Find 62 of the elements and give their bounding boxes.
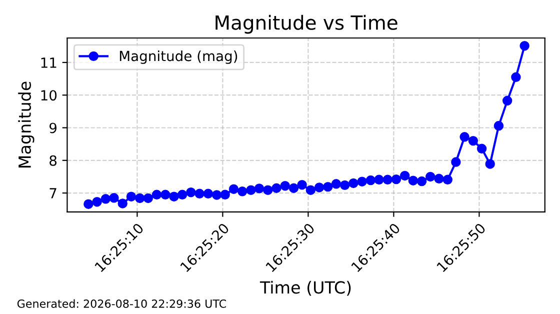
point (297, 180, 307, 190)
point (366, 175, 376, 186)
point (203, 188, 214, 199)
point (186, 188, 196, 198)
point (382, 174, 392, 184)
point (331, 179, 342, 189)
y-axis-title: Magnitude (18, 82, 34, 168)
point (426, 172, 436, 182)
point (511, 72, 521, 82)
point (92, 196, 102, 207)
point (134, 193, 145, 204)
point (468, 136, 478, 146)
point (442, 174, 452, 184)
point (400, 170, 410, 181)
y-tick-label: 7 (50, 188, 56, 198)
y-tick-label: 8 (50, 155, 57, 166)
chart-title: Magnitude vs Time (216, 14, 398, 34)
point (476, 144, 487, 154)
point (485, 159, 495, 169)
point (100, 194, 111, 204)
point (323, 182, 333, 192)
text: Generated: 2026-08-10 22:29:36 UTC (17, 299, 226, 308)
point (280, 180, 290, 191)
point (152, 190, 162, 200)
y-tick-label: 11 (41, 58, 56, 68)
point (357, 176, 367, 186)
point (126, 192, 136, 202)
point (408, 176, 418, 186)
point (237, 186, 248, 196)
point (194, 188, 204, 199)
point (391, 174, 402, 184)
point (348, 178, 358, 188)
x-axis-title: Time (UTC) (260, 280, 351, 296)
point (374, 174, 384, 184)
point (254, 184, 264, 194)
point (84, 199, 94, 209)
point (272, 183, 282, 193)
point (169, 192, 179, 202)
point (246, 185, 256, 195)
point (502, 96, 512, 106)
point (109, 193, 119, 203)
point (434, 174, 444, 184)
y-tick-label: 10 (41, 90, 57, 101)
legend-label: Magnitude (mag) (120, 50, 238, 64)
point (177, 190, 188, 200)
point (460, 132, 470, 142)
point (520, 40, 530, 51)
point (340, 180, 350, 190)
point (228, 184, 239, 194)
point (118, 198, 128, 208)
point (220, 190, 230, 200)
point (263, 185, 273, 195)
point (451, 157, 461, 167)
point (143, 193, 154, 204)
point (160, 190, 170, 200)
point (314, 182, 324, 192)
point (416, 176, 427, 186)
point (212, 190, 222, 200)
point (306, 185, 316, 195)
point (288, 183, 299, 193)
point (494, 120, 504, 131)
y-tick-label: 9 (50, 122, 56, 134)
